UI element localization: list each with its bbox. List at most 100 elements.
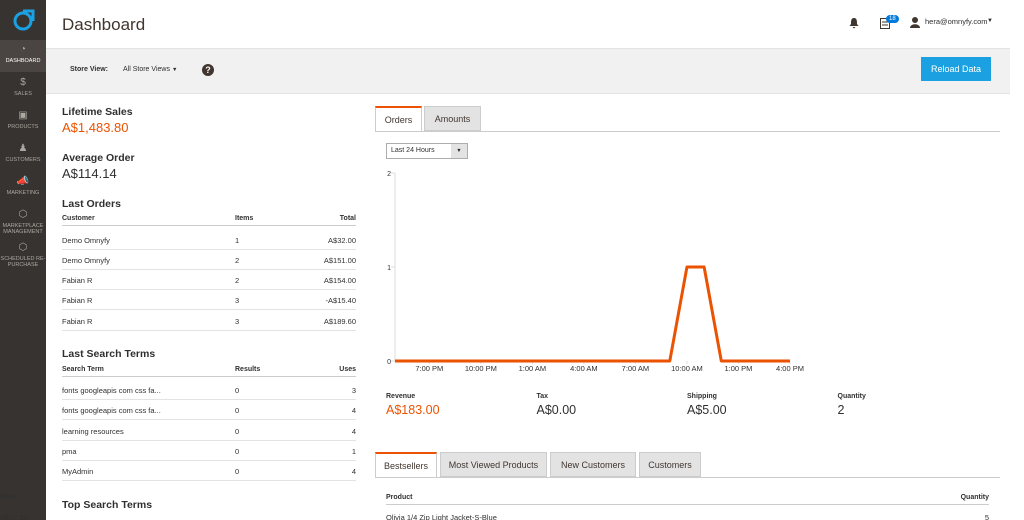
tab[interactable]: Customers <box>639 452 701 477</box>
x-tick-label: 7:00 AM <box>622 364 650 373</box>
total-label: Revenue <box>386 393 416 400</box>
nav-item[interactable]: MARKETING <box>6 190 40 196</box>
table-cell: -A$15.40 <box>325 296 356 305</box>
top-search-title: Top Search Terms <box>62 499 153 511</box>
table-header: Price <box>0 494 18 501</box>
table-cell: 4 <box>351 467 356 476</box>
x-tick-label: 4:00 AM <box>570 364 598 373</box>
table-cell: learning resources <box>62 427 124 436</box>
total-label: Shipping <box>687 393 717 400</box>
reload-button[interactable]: Reload Data <box>921 57 991 81</box>
user-icon <box>910 17 920 28</box>
logo[interactable] <box>8 6 38 36</box>
store-view-caret: ▼ <box>172 67 178 73</box>
tab[interactable]: New Customers <box>550 452 636 477</box>
notification-count: 18 <box>886 15 899 23</box>
table-separator <box>62 249 356 250</box>
table-cell: 0 <box>235 467 240 476</box>
last-orders-title: Last Orders <box>62 198 121 210</box>
tab[interactable]: Orders <box>375 106 422 132</box>
store-view-label: Store View: <box>70 66 108 73</box>
tab[interactable]: Most Viewed Products <box>440 452 547 477</box>
tab[interactable]: Bestsellers <box>375 452 437 478</box>
table-cell: A$32.00 <box>328 236 356 245</box>
table-header: Search Term <box>62 366 104 373</box>
table-separator <box>62 330 356 331</box>
tab-line <box>375 131 1000 132</box>
table-cell: 1 <box>235 236 240 245</box>
nav-icon: $ <box>20 77 26 88</box>
y-tick-label: 1 <box>387 265 391 272</box>
table-separator <box>62 440 356 441</box>
store-view-select[interactable]: All Store Views <box>123 66 170 73</box>
table-cell: Fabian R <box>62 276 93 285</box>
table-cell: fonts googleapis com css fa... <box>62 406 161 415</box>
notification-icon[interactable] <box>880 18 890 29</box>
table-header: Total <box>339 215 356 222</box>
table-separator <box>62 419 356 420</box>
nav-item[interactable]: SALES <box>14 91 32 97</box>
table-cell: 3 <box>235 296 240 305</box>
period-select[interactable] <box>386 143 468 159</box>
x-tick-label: 10:00 PM <box>465 364 497 373</box>
table-cell: 4 <box>351 406 356 415</box>
last-search-title: Last Search Terms <box>62 348 156 360</box>
table-separator <box>62 309 356 310</box>
table-cell: 3 <box>351 386 356 395</box>
table-separator <box>62 480 356 481</box>
tab-line <box>375 477 1000 478</box>
nav-item[interactable]: PRODUCTS <box>7 124 39 130</box>
table-cell: 4 <box>351 427 356 436</box>
bell-icon[interactable] <box>848 17 860 29</box>
table-cell: Olivia 1/4 Zip Light Jacket-S-Blue <box>386 513 497 520</box>
nav-icon: ⬡ <box>18 242 28 253</box>
table-header: Product <box>386 494 413 501</box>
x-tick-label: 1:00 AM <box>519 364 547 373</box>
nav-icon: ▣ <box>18 110 28 121</box>
table-cell: MyAdmin <box>62 467 94 476</box>
x-tick-label: 10:00 AM <box>671 364 703 373</box>
table-cell: pma <box>62 447 77 456</box>
table-header: Items <box>235 215 254 222</box>
table-cell: 0 <box>235 447 240 456</box>
table-separator <box>62 399 356 400</box>
nav-item[interactable]: DASHBOARD <box>5 58 41 64</box>
user-name[interactable]: hera@omnyfy.com <box>925 17 988 26</box>
tab[interactable]: Amounts <box>424 106 481 131</box>
table-cell: Fabian R <box>62 317 93 326</box>
table-header: Results <box>235 366 261 373</box>
nav-icon: ⬡ <box>18 209 28 220</box>
average-order-label: Average Order <box>62 152 135 164</box>
table-header: Customer <box>62 215 95 222</box>
total-label: Quantity <box>837 393 866 400</box>
x-tick-label: 4:00 PM <box>776 364 804 373</box>
sidebar <box>0 0 46 520</box>
table-cell: A$77.00 <box>0 513 28 520</box>
orders-chart: 0 1 2 7:00 PM 10:00 PM 1:00 AM 4:00 AM 7:00 AM 1… <box>387 171 804 373</box>
table-header: Quantity <box>960 494 989 501</box>
x-tick-label: 7:00 PM <box>415 364 443 373</box>
period-caret: ▼ <box>451 144 467 158</box>
total-value: A$183.00 <box>386 403 440 417</box>
table-separator <box>62 269 356 270</box>
user-caret: ▼ <box>987 18 993 24</box>
table-cell: 5 <box>984 513 989 520</box>
page-title: Dashboard <box>62 15 146 34</box>
total-value: A$5.00 <box>687 403 727 417</box>
nav-icon: ◔ <box>19 44 27 55</box>
nav-icon: ♟ <box>18 143 28 154</box>
table-cell: A$151.00 <box>323 256 356 265</box>
nav-item[interactable]: MARKETPLACE MANAGEMENT <box>2 223 44 235</box>
y-tick-label: 0 <box>387 359 391 366</box>
table-cell: 1 <box>351 447 356 456</box>
table-cell: 3 <box>235 317 240 326</box>
table-cell: 0 <box>235 406 240 415</box>
nav-item[interactable]: CUSTOMERS <box>5 157 41 163</box>
orders-line <box>395 265 790 363</box>
help-icon[interactable]: ? <box>202 64 214 76</box>
nav-item[interactable]: SCHEDULED RE-PURCHASE <box>0 256 46 268</box>
y-tick-label: 2 <box>387 171 391 178</box>
table-cell: Demo Omnyfy <box>62 256 110 265</box>
table-separator <box>62 225 356 226</box>
